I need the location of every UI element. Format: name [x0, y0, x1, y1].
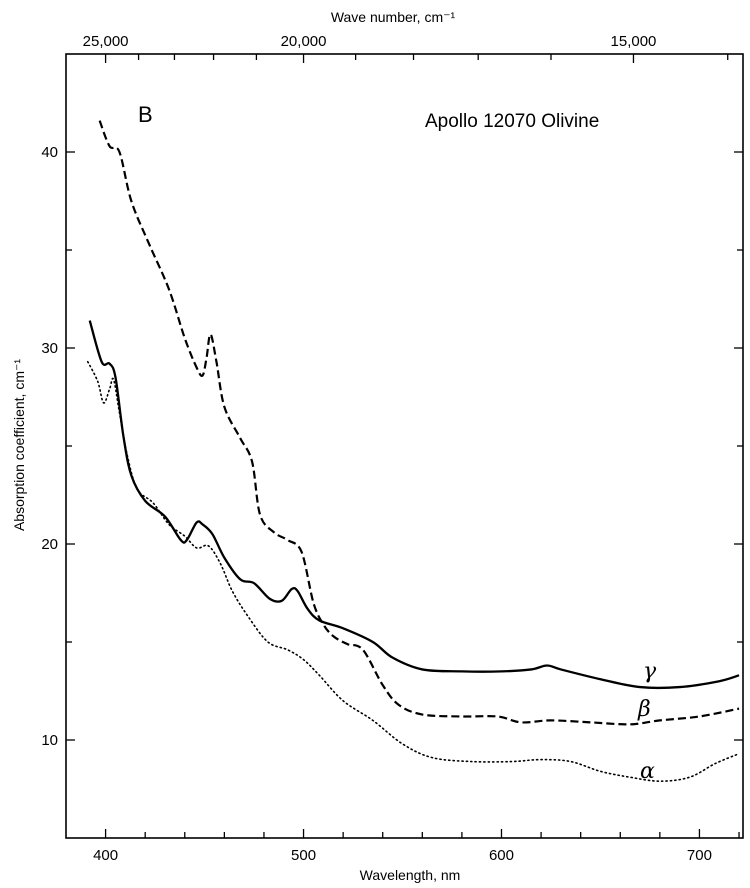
labels-layer: Apollo 12070 Olivine B Wavelength, nm Wa… [11, 9, 599, 883]
series-label-alpha: α [640, 759, 655, 784]
series-line-beta [98, 120, 740, 726]
top-tick-label: 25,000 [83, 33, 129, 50]
panel-label: B [138, 102, 153, 127]
x-axis-title: Wavelength, nm [360, 867, 461, 883]
y-tick-label: 10 [41, 732, 58, 749]
series-layer: γβ α [86, 120, 740, 784]
y-tick-label: 20 [41, 536, 58, 553]
x-tick-label: 400 [93, 847, 118, 864]
y-tick-label: 40 [41, 144, 58, 161]
chart-title: Apollo 12070 Olivine [425, 111, 599, 132]
y-axis-title: Absorption coefficient, cm⁻¹ [11, 359, 27, 531]
series-line-alpha [86, 360, 740, 782]
top-tick-label: 15,000 [611, 33, 657, 50]
y-tick-label: 30 [41, 340, 58, 357]
series-line-gamma [88, 320, 740, 690]
series-label-beta: β [637, 697, 651, 722]
x-tick-label: 600 [489, 847, 514, 864]
ticks-layer: 400 500 600 700 10 20 30 40 25,000 20,000 15,000 [41, 33, 743, 864]
x-tick-label: 500 [291, 847, 316, 864]
series-label-gamma: γ [643, 659, 657, 684]
x-tick-label: 700 [687, 847, 712, 864]
top-axis-title: Wave number, cm⁻¹ [331, 9, 456, 25]
top-tick-label: 20,000 [281, 33, 327, 50]
